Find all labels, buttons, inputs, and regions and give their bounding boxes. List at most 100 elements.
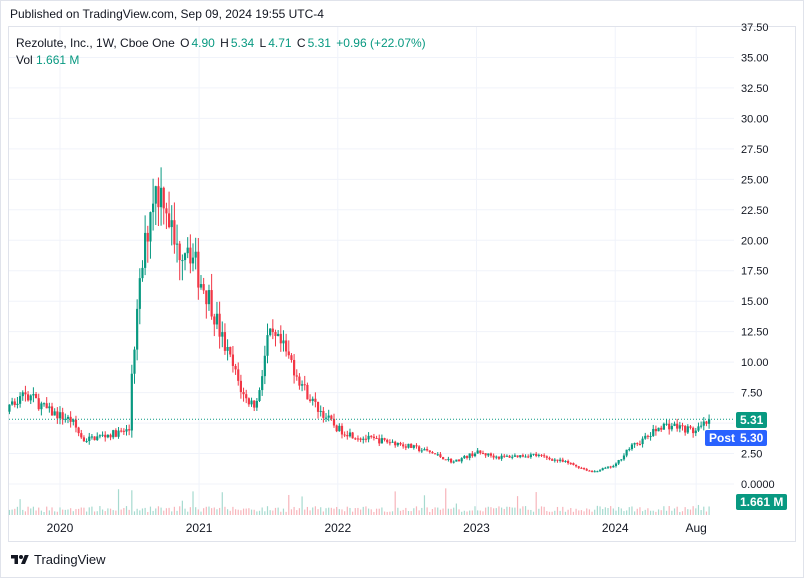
candle-body — [74, 419, 78, 428]
candle-body — [662, 423, 665, 430]
volume-bar — [309, 510, 311, 515]
candle-body — [167, 213, 171, 228]
candle-body — [287, 351, 290, 356]
volume-bar — [429, 511, 431, 515]
candle-body — [513, 455, 517, 457]
volume-bar — [437, 507, 439, 515]
volume-bar — [583, 511, 585, 515]
volume-label: Vol — [16, 53, 33, 67]
volume-bar — [591, 511, 593, 515]
candle-body — [479, 450, 482, 453]
candle-body — [654, 428, 657, 432]
candle-body — [567, 460, 570, 464]
volume-bar — [62, 509, 64, 515]
candle-body — [90, 436, 94, 438]
candle-body — [274, 332, 277, 337]
candle-body — [69, 416, 72, 422]
tradingview-logo[interactable]: TradingView — [10, 552, 106, 567]
volume-bar — [556, 506, 559, 515]
volume-bar — [88, 507, 90, 515]
candle-body — [183, 253, 187, 261]
volume-legend: Vol 1.661 M — [16, 53, 79, 67]
y-tick-label: 15.00 — [741, 296, 769, 308]
volume-bar — [687, 509, 689, 515]
candle-body — [93, 436, 96, 441]
volume-bar — [96, 511, 98, 515]
volume-bar — [697, 504, 700, 515]
volume-bar — [519, 508, 521, 515]
volume-bar — [383, 511, 386, 515]
candle-body — [213, 316, 216, 325]
volume-bar — [431, 509, 434, 515]
volume-bar — [524, 506, 527, 515]
candle-body — [439, 454, 442, 458]
volume-bar — [109, 508, 112, 515]
candle-body — [226, 346, 229, 351]
volume-bar — [522, 506, 524, 515]
candle-body — [367, 435, 370, 440]
volume-bar — [48, 510, 50, 515]
candle-body — [543, 455, 546, 457]
volume-bar — [511, 507, 513, 515]
volume-bar — [224, 506, 226, 515]
candle-body — [580, 467, 583, 469]
candle-body — [418, 446, 421, 452]
candle-body — [532, 453, 535, 455]
volume-bar — [391, 511, 394, 515]
volume-bar — [216, 509, 218, 515]
candle-body — [590, 470, 594, 472]
x-tick-label: Aug — [685, 521, 706, 535]
volume-bar — [176, 510, 178, 515]
volume-bar — [676, 506, 678, 515]
candle-body — [85, 441, 88, 443]
candle-body — [681, 425, 684, 427]
candle-body — [277, 333, 280, 337]
volume-bar — [647, 508, 649, 515]
candle-body — [630, 444, 634, 450]
chart-pane[interactable] — [8, 26, 796, 542]
candle-body — [465, 456, 469, 458]
volume-bar — [101, 509, 104, 515]
candle-body — [471, 453, 474, 457]
low-value: 4.71 — [268, 36, 292, 50]
volume-bar — [189, 507, 191, 515]
volume-bar — [543, 506, 545, 515]
volume-bar — [237, 509, 239, 515]
candle-body — [606, 466, 610, 468]
volume-bar — [27, 506, 29, 515]
candle-body — [234, 365, 237, 370]
volume-bar — [673, 508, 676, 515]
volume-bar — [136, 508, 138, 515]
volume-bar — [665, 510, 668, 515]
volume-bar — [410, 511, 412, 515]
candle-body — [394, 441, 397, 446]
volume-bar — [447, 508, 449, 515]
candle-body — [572, 463, 575, 465]
volume-bar — [703, 506, 705, 515]
candle-body — [431, 452, 434, 454]
volume-bar — [208, 506, 210, 515]
candle-body — [697, 426, 700, 431]
volume-bar — [181, 500, 183, 515]
volume-bar — [261, 507, 263, 515]
volume-bar — [485, 507, 487, 515]
candle-body — [481, 452, 485, 454]
candle-body — [553, 459, 556, 461]
volume-bar — [495, 508, 497, 515]
volume-bar — [266, 506, 269, 515]
volume-bar — [357, 507, 359, 515]
volume-bar — [179, 506, 181, 515]
candle-body — [577, 466, 580, 468]
y-tick-label: 25.00 — [741, 174, 769, 186]
volume-bar — [689, 509, 692, 515]
candle-body — [338, 425, 341, 432]
candle-body — [364, 438, 368, 440]
volume-bar — [386, 511, 388, 515]
candle-body — [702, 421, 705, 426]
candle-body — [48, 406, 51, 409]
volume-bar — [450, 508, 452, 515]
volume-bar — [43, 511, 45, 515]
volume-bar — [442, 508, 444, 515]
volume-bar — [588, 509, 590, 515]
